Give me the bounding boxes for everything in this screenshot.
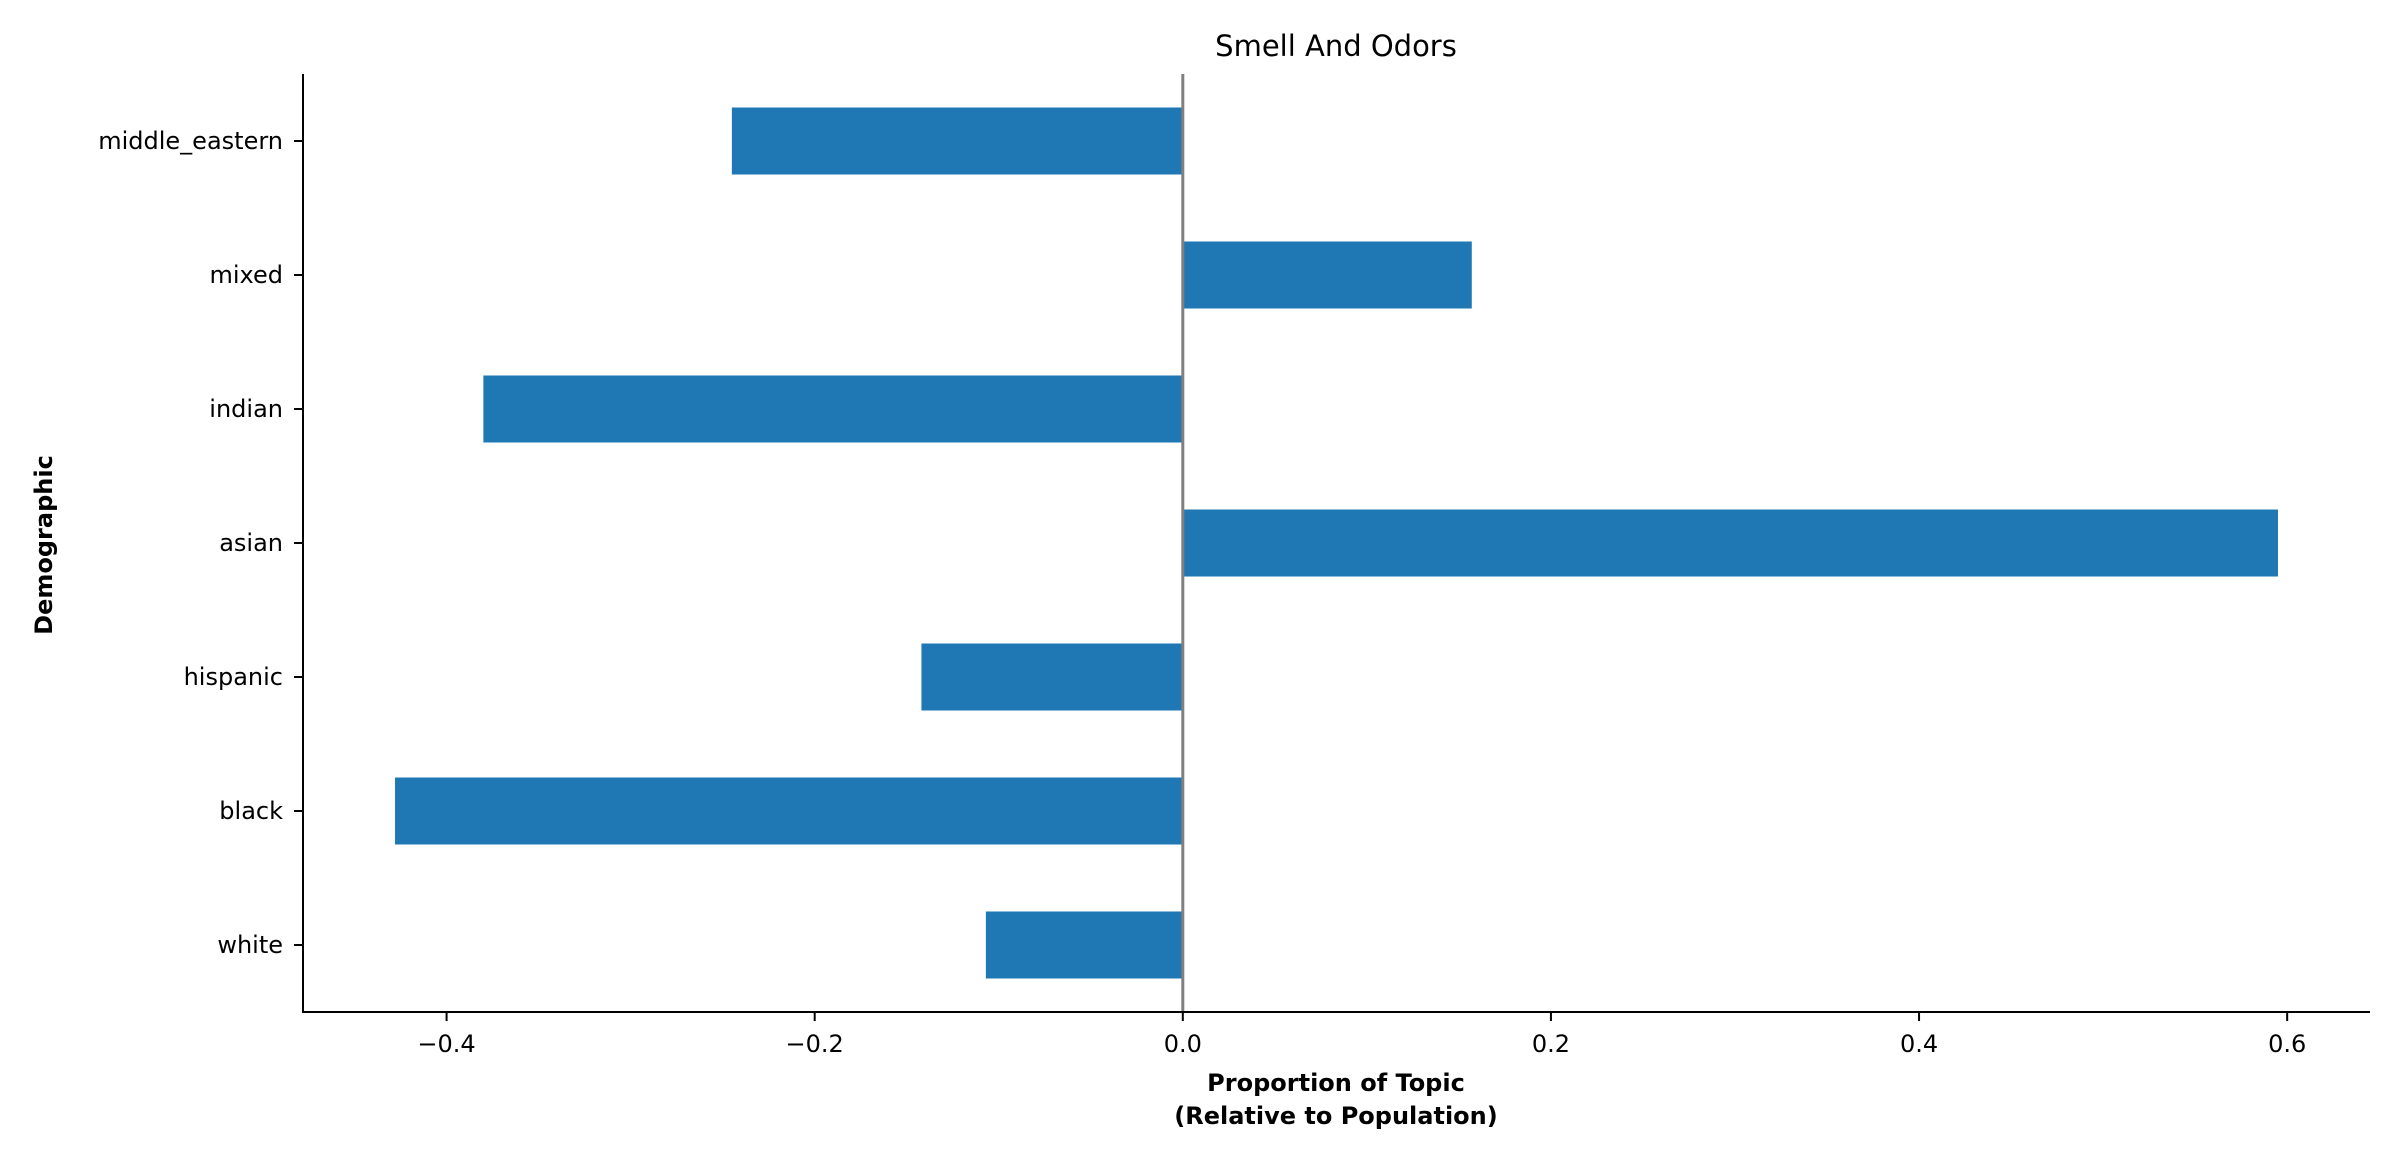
chart-title: Smell And Odors	[1215, 29, 1457, 63]
x-tick-label: −0.4	[417, 1030, 475, 1058]
bar-black	[395, 777, 1183, 845]
x-axis-title-line-2: (Relative to Population)	[1174, 1102, 1497, 1130]
x-tick-label: 0.0	[1164, 1030, 1202, 1058]
bar-hispanic	[921, 643, 1183, 711]
y-tick-label-black: black	[219, 797, 283, 825]
bar-middle_eastern	[731, 107, 1183, 175]
bar-mixed	[1182, 241, 1472, 309]
y-tick-label-mixed: mixed	[209, 261, 283, 289]
bar-asian	[1182, 509, 2278, 577]
bar-white	[985, 911, 1183, 979]
y-tick-label-hispanic: hispanic	[184, 663, 283, 691]
y-tick-label-indian: indian	[209, 395, 283, 423]
y-axis-title: Demographic	[30, 455, 58, 635]
y-tick-label-middle_eastern: middle_eastern	[98, 127, 283, 155]
bars-group	[395, 107, 2278, 979]
x-ticks-group: −0.4 −0.2 0.0 0.2 0.4 0.6	[417, 1012, 2306, 1058]
x-axis-title-line-1: Proportion of Topic	[1207, 1069, 1465, 1097]
y-ticks-group: white black hispanic asian indian mixed middle…	[98, 127, 303, 959]
x-tick-label: 0.6	[2268, 1030, 2306, 1058]
x-tick-label: 0.2	[1532, 1030, 1570, 1058]
x-tick-label: 0.4	[1900, 1030, 1938, 1058]
bar-indian	[483, 375, 1183, 443]
y-tick-label-asian: asian	[219, 529, 283, 557]
x-tick-label: −0.2	[786, 1030, 844, 1058]
y-tick-label-white: white	[217, 931, 283, 959]
